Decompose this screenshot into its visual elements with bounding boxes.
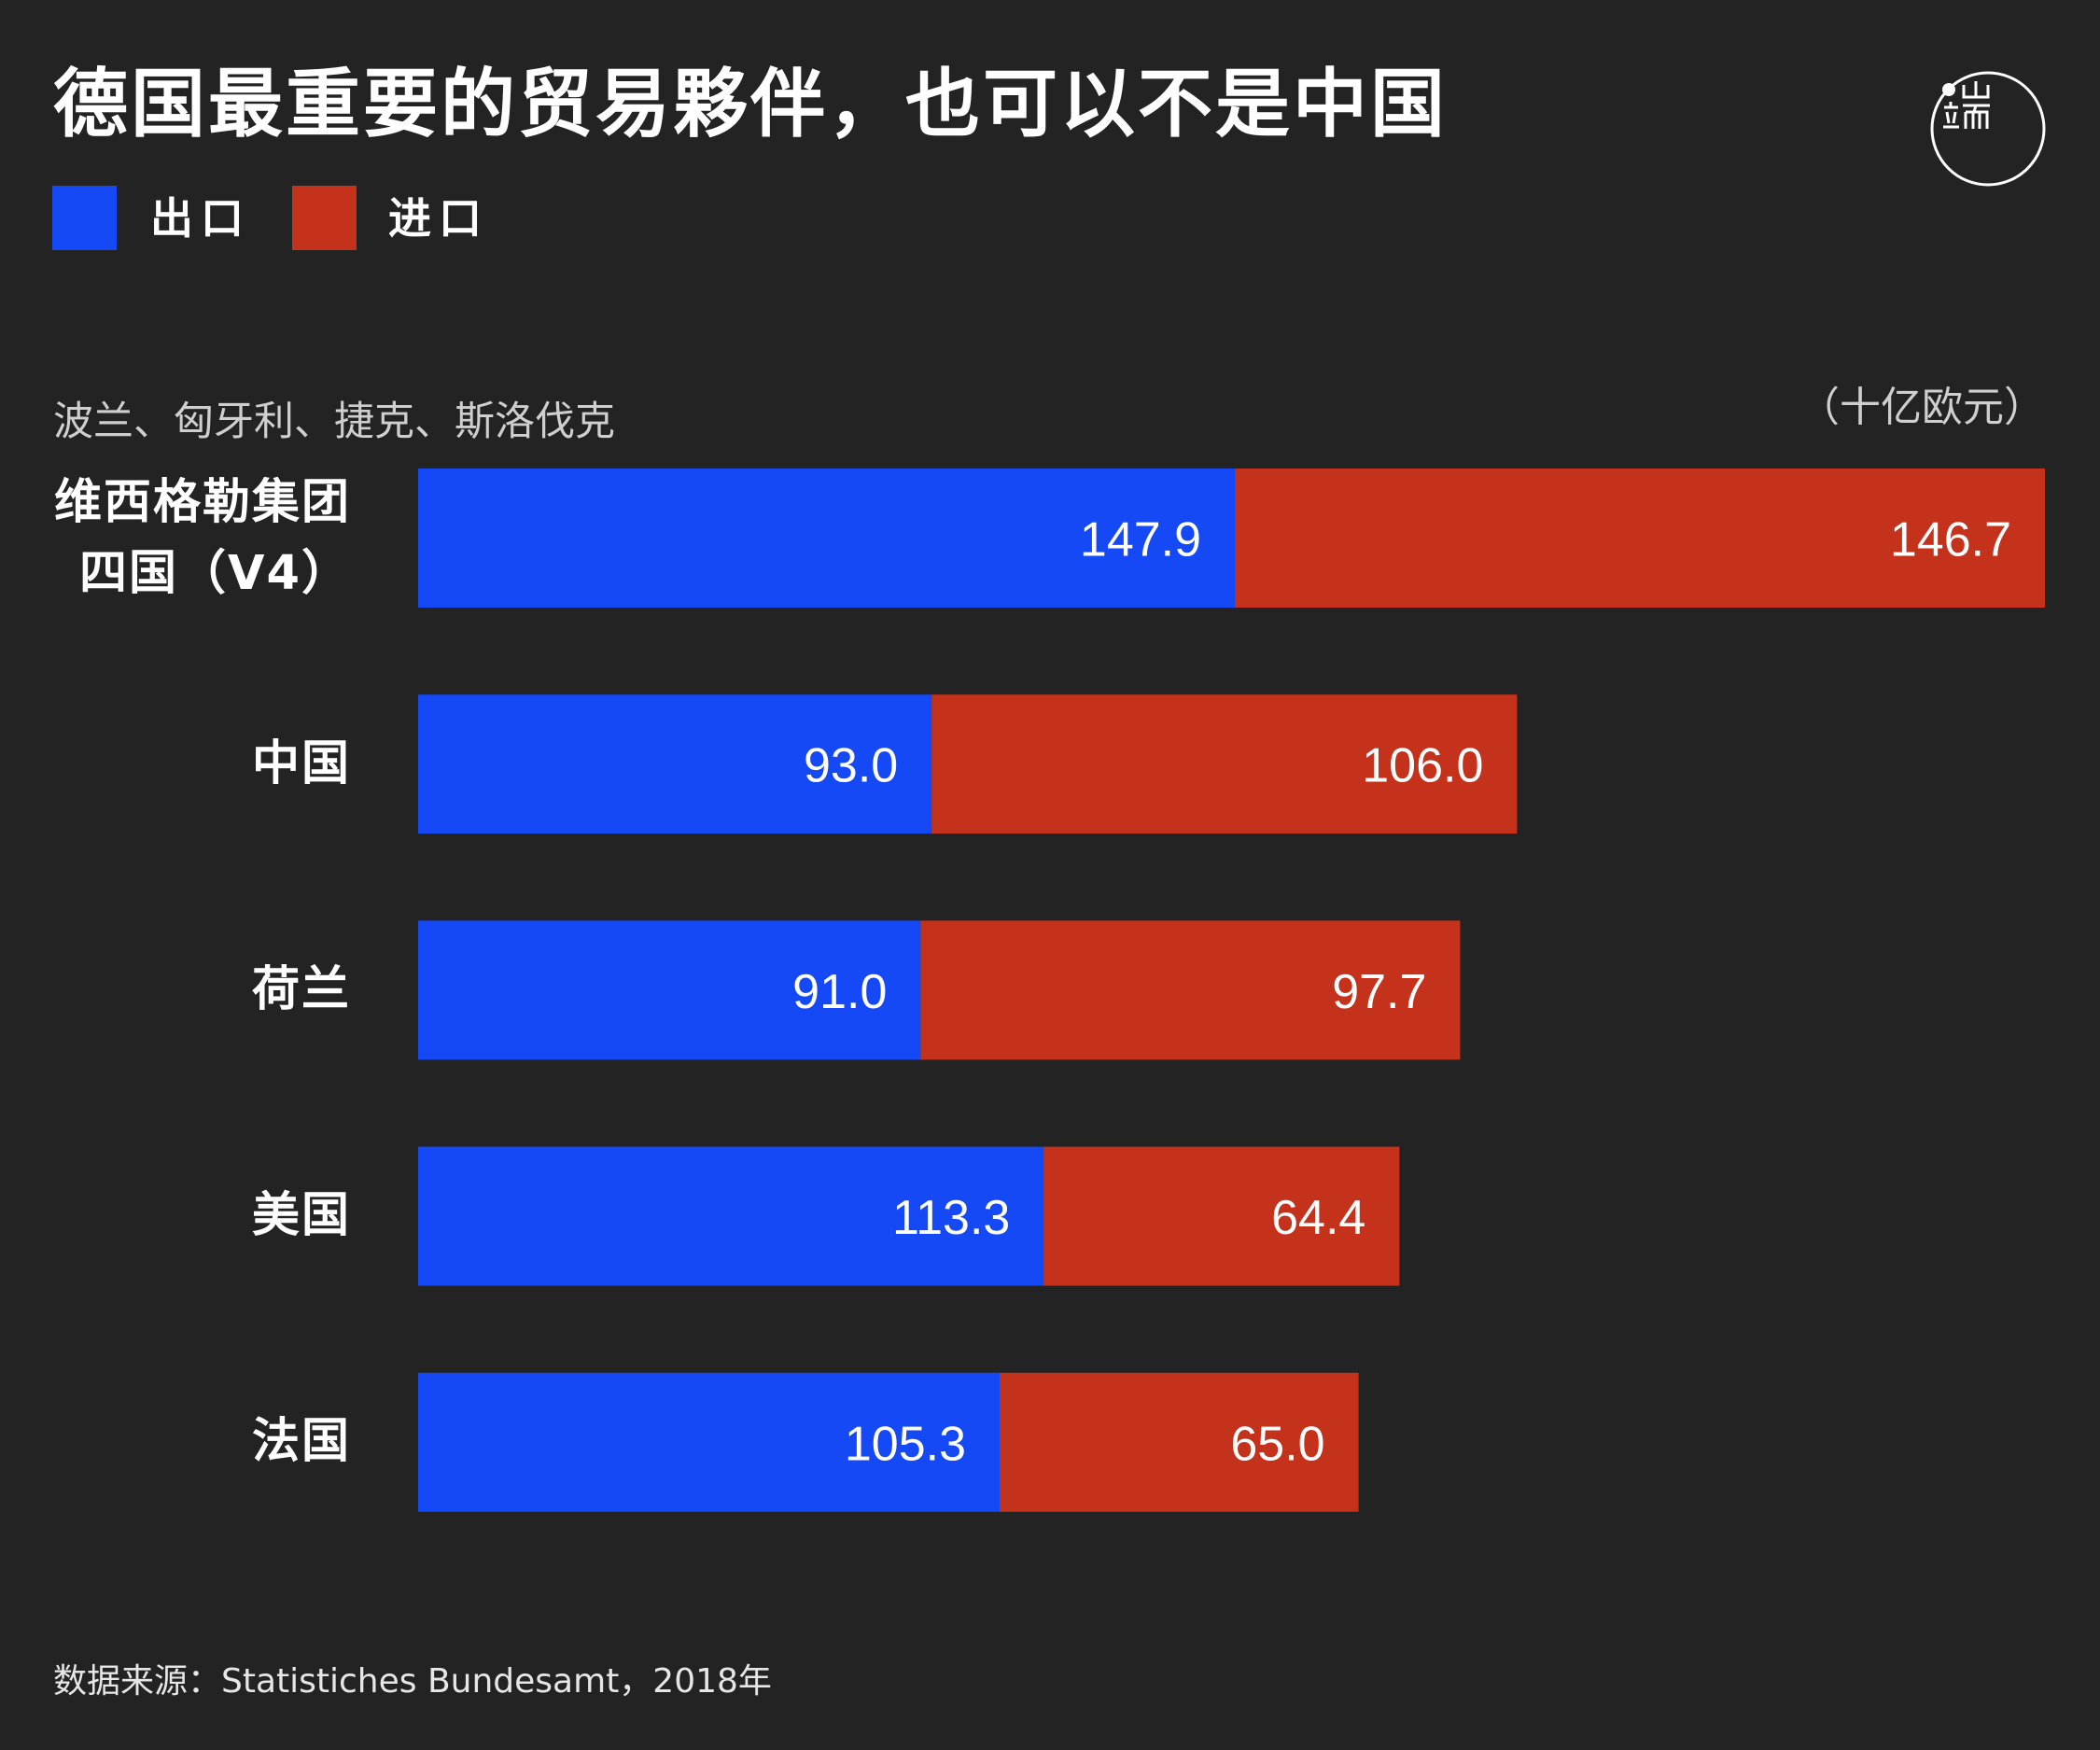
import-value-label: 64.4 [1271,1191,1365,1245]
export-value-label: 93.0 [804,739,898,793]
export-bar [418,469,1236,608]
source-note: 数据来源：Statistiches Bundesamt，2018年 [53,1662,772,1701]
category-label-text: 中国 [251,735,351,791]
category-label: 美国 [0,1147,351,1286]
initium-logo-icon [1930,71,2046,187]
import-value-label: 65.0 [1230,1417,1324,1471]
export-value-label: 105.3 [845,1417,966,1471]
import-bar [920,920,1461,1060]
export-bar [418,694,932,834]
legend-label-import: 进口 [388,193,489,244]
import-bar [931,694,1518,834]
v4-members-note: 波兰、匈牙利、捷克、斯洛伐克 [53,399,615,445]
import-value-label: 146.7 [1890,513,2011,567]
export-value-label: 113.3 [892,1191,1010,1245]
export-bar [418,920,921,1060]
chart-title: 德国最重要的贸易夥伴，也可以不是中国 [53,61,1448,147]
import-value-label: 106.0 [1362,739,1483,793]
category-label: 维西格勒集团 四国（V4） [0,469,351,608]
legend-swatch-import [292,186,357,250]
export-bar [418,1146,1044,1286]
export-value-label: 147.9 [1080,513,1201,567]
legend-label-export: 出口 [150,193,251,244]
legend-swatch-export [52,186,117,250]
import-bar [1000,1372,1359,1512]
import-bar [1043,1146,1400,1286]
unit-label: （十亿欧元） [1799,384,2045,431]
category-label: 法国 [0,1373,351,1512]
export-value-label: 91.0 [792,965,887,1019]
category-label-text: 维西格勒集团 四国（V4） [53,474,351,601]
category-label: 中国 [0,694,351,833]
import-bar [1235,469,2045,608]
category-label-text: 法国 [251,1414,351,1470]
category-label-text: 美国 [251,1188,351,1244]
import-value-label: 97.7 [1332,965,1426,1019]
category-labels: 维西格勒集团 四国（V4） 中国荷兰美国法国 [0,0,351,1750]
category-label-text: 荷兰 [251,961,351,1017]
export-bar [418,1372,1001,1512]
category-label: 荷兰 [0,920,351,1059]
